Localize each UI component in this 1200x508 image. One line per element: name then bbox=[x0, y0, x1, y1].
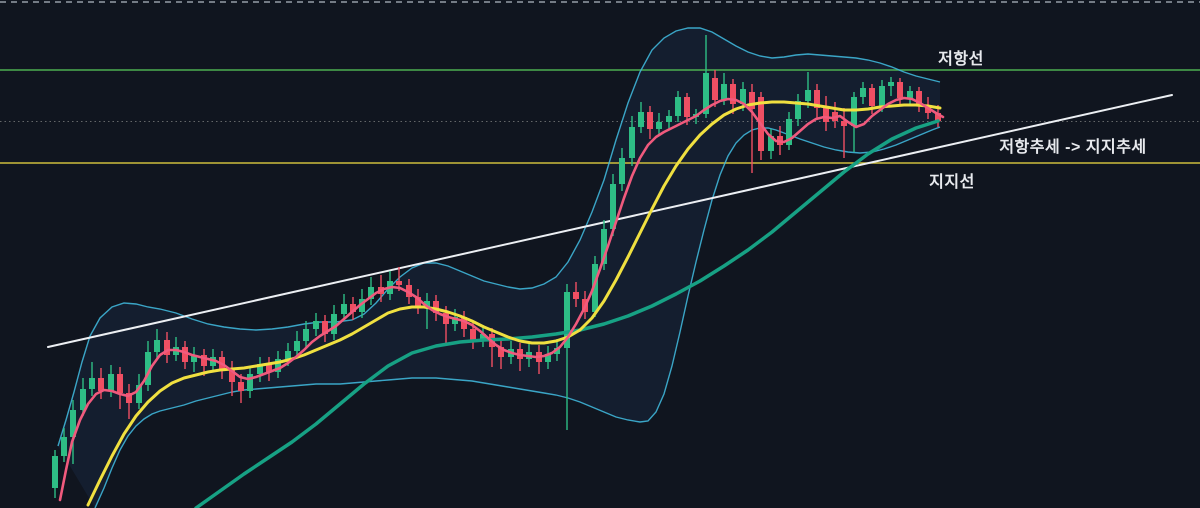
bollinger-band-fill bbox=[58, 28, 940, 508]
candle-body bbox=[350, 304, 356, 312]
candle-body bbox=[480, 334, 486, 341]
candle-body bbox=[424, 301, 430, 307]
candle-body bbox=[368, 287, 374, 299]
candle-body bbox=[117, 374, 123, 393]
resistance-label: 저항선 bbox=[938, 49, 984, 68]
candle-body bbox=[164, 340, 170, 355]
bollinger-upper-line bbox=[57, 27, 941, 447]
candle-body bbox=[721, 84, 727, 100]
candle-body bbox=[573, 292, 579, 299]
candle-body bbox=[684, 97, 690, 117]
candle-body bbox=[554, 348, 560, 354]
candle-body bbox=[814, 90, 820, 108]
candle-body bbox=[70, 410, 76, 437]
candle-body bbox=[629, 127, 635, 158]
candle-body bbox=[907, 91, 913, 98]
support-label: 지지선 bbox=[929, 173, 975, 191]
candle-body bbox=[201, 355, 207, 366]
candle-body bbox=[768, 136, 774, 151]
ma-slow-line bbox=[194, 119, 940, 508]
candle-body bbox=[229, 370, 235, 382]
candle-body bbox=[275, 359, 281, 372]
candle-body bbox=[80, 389, 86, 410]
candle-body bbox=[266, 364, 272, 372]
candle-body bbox=[647, 112, 653, 129]
candle-body bbox=[786, 119, 792, 145]
candle-body bbox=[406, 285, 412, 297]
candle-body bbox=[564, 292, 570, 348]
candle-body bbox=[136, 385, 142, 403]
candle-body bbox=[182, 347, 188, 362]
candle-body bbox=[313, 321, 319, 329]
candle-body bbox=[145, 352, 151, 385]
candle-body bbox=[666, 116, 672, 122]
candle-body bbox=[795, 101, 801, 119]
candle-body bbox=[433, 301, 439, 313]
candle-body bbox=[359, 299, 365, 312]
candle-body bbox=[396, 281, 402, 285]
candle-body bbox=[712, 78, 718, 100]
candle-body bbox=[592, 264, 598, 312]
candle-body bbox=[52, 456, 58, 488]
candle-body bbox=[610, 184, 616, 229]
candle-body bbox=[601, 229, 607, 264]
candle-body bbox=[897, 82, 903, 98]
candle-body bbox=[191, 355, 197, 362]
candle-body bbox=[461, 317, 467, 329]
candle-body bbox=[656, 122, 662, 129]
candle-body bbox=[749, 92, 755, 109]
candle-body bbox=[98, 378, 104, 391]
candle-body bbox=[108, 374, 114, 391]
candle-body bbox=[935, 113, 941, 121]
candle-body bbox=[285, 351, 291, 359]
candle-body bbox=[322, 321, 328, 334]
candle-body bbox=[740, 89, 746, 104]
candle-body bbox=[247, 374, 253, 391]
candle-body bbox=[869, 88, 875, 106]
candle-body bbox=[443, 313, 449, 324]
candle-body bbox=[841, 121, 847, 126]
candle-body bbox=[860, 88, 866, 97]
candle-body bbox=[257, 364, 263, 374]
candle-body bbox=[703, 73, 709, 114]
candle-body bbox=[61, 437, 67, 456]
trend-change-label: 저항추세 -> 지지추세 bbox=[999, 137, 1146, 156]
candle-body bbox=[823, 108, 829, 122]
candle-body bbox=[730, 84, 736, 104]
candle-body bbox=[452, 317, 458, 324]
candle-body bbox=[415, 297, 421, 307]
candle-body bbox=[238, 382, 244, 391]
candle-body bbox=[916, 91, 922, 105]
candle-body bbox=[294, 341, 300, 351]
ma-fast-line bbox=[58, 96, 945, 502]
candle-body bbox=[638, 112, 644, 127]
candle-body bbox=[888, 82, 894, 86]
candle-body bbox=[805, 90, 811, 101]
candle-body bbox=[126, 393, 132, 403]
candle-body bbox=[879, 86, 885, 106]
candle-body bbox=[89, 378, 95, 389]
candle-body bbox=[675, 97, 681, 116]
candle-body bbox=[619, 158, 625, 184]
candle-body bbox=[331, 314, 337, 334]
candle-body bbox=[470, 329, 476, 341]
candle-body bbox=[341, 304, 347, 314]
candle-body bbox=[498, 347, 504, 357]
candle-body bbox=[303, 329, 309, 341]
candle-body bbox=[545, 354, 551, 362]
candle-body bbox=[154, 340, 160, 352]
